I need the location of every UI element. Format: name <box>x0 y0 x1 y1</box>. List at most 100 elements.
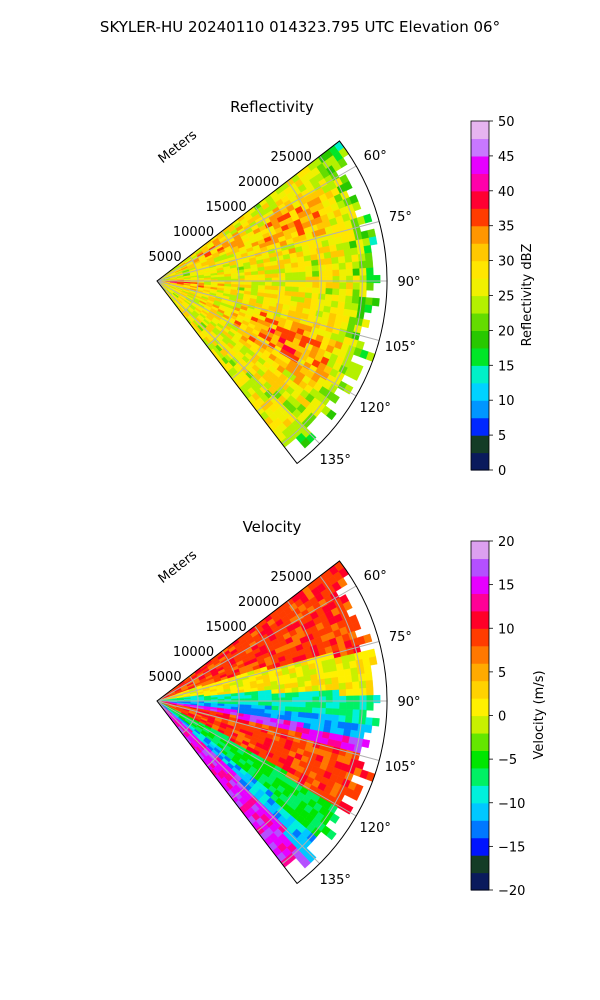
field-cell <box>350 247 359 256</box>
field-cell <box>366 702 374 711</box>
colorbar-segment <box>471 645 489 656</box>
colorbar-tick-label: 10 <box>498 394 515 409</box>
field-cell <box>351 621 362 632</box>
field-cell <box>344 675 353 684</box>
field-cell <box>311 679 319 687</box>
field-cell <box>365 297 374 306</box>
field-cell <box>244 275 252 279</box>
colorbar-segment <box>471 199 489 209</box>
field-cell <box>305 282 313 288</box>
colorbar-segment <box>471 802 489 813</box>
field-cell <box>357 673 366 682</box>
field-cell <box>338 682 347 691</box>
field-cell <box>325 282 334 289</box>
field-cell <box>298 691 306 698</box>
field-cell <box>356 246 366 255</box>
field-cell <box>361 738 371 749</box>
colorbar-tick-label: 10 <box>498 622 515 637</box>
field-cell <box>332 696 340 703</box>
field-cell <box>324 257 333 266</box>
field-cell <box>303 675 312 682</box>
range-tick-label: 20000 <box>238 175 279 190</box>
colorbar-segment <box>471 286 489 297</box>
colorbar-segment <box>471 408 489 419</box>
field-cell <box>271 689 279 695</box>
colorbar-segment <box>471 295 489 305</box>
field-cell <box>337 577 348 589</box>
colorbar-segment <box>471 602 489 612</box>
field-cell <box>311 712 320 720</box>
azimuth-tick-label: 60° <box>364 569 387 584</box>
field-cell <box>350 370 361 381</box>
colorbar-segment <box>471 558 489 568</box>
colorbar-segment <box>471 190 489 201</box>
field-cell <box>336 249 346 258</box>
range-tick-label: 20000 <box>238 595 279 610</box>
field-cell <box>284 706 293 712</box>
colorbar-segment <box>471 671 489 682</box>
field-cell <box>332 288 340 296</box>
field-cell <box>311 265 320 272</box>
azimuth-gridline <box>156 585 357 702</box>
colorbar-segment <box>471 234 489 244</box>
field-cell <box>298 271 306 278</box>
colorbar-tick-label: 25 <box>498 290 515 305</box>
colorbar-segment <box>471 260 489 270</box>
range-tick-label: 15000 <box>205 620 246 635</box>
field-cell <box>284 263 292 269</box>
field-cell <box>298 276 307 283</box>
field-cell <box>343 384 354 395</box>
field-cell <box>339 695 347 703</box>
field-cell <box>318 293 326 301</box>
colorbar-segment <box>471 593 489 603</box>
field-cell <box>352 688 361 697</box>
azimuth-tick-label: 105° <box>385 760 416 775</box>
field-cell <box>305 271 313 278</box>
colorbar-segment <box>471 549 489 560</box>
field-cell <box>351 674 360 683</box>
field-cell <box>339 282 347 290</box>
colorbar-tick-label: 20 <box>498 535 515 550</box>
field-cell <box>303 255 312 262</box>
field-cell <box>364 252 373 262</box>
field-cell <box>326 409 337 421</box>
field-cell <box>325 690 334 697</box>
field-cell <box>284 683 292 689</box>
field-cell <box>329 813 340 824</box>
field-cell <box>285 272 293 278</box>
field-cell <box>337 157 348 169</box>
colorbar-segment <box>471 304 489 314</box>
field-cell <box>345 289 354 297</box>
field-cell <box>305 287 313 294</box>
azimuth-tick-label: 120° <box>360 821 391 836</box>
velocity-colorbar-label: Velocity (m/s) <box>532 670 547 759</box>
colorbar-tick-label: 0 <box>498 464 506 479</box>
range-ring <box>206 230 240 347</box>
colorbar-segment <box>471 759 489 769</box>
colorbar-segment <box>471 654 489 664</box>
azimuth-gridline <box>156 165 357 282</box>
colorbar-segment <box>471 164 489 174</box>
field-cell <box>351 716 360 725</box>
field-cell <box>210 697 219 700</box>
colorbar-tick-label: 15 <box>498 359 515 374</box>
colorbar-segment <box>471 243 489 253</box>
field-cell <box>297 711 306 719</box>
range-tick-label: 10000 <box>173 645 214 660</box>
field-cell <box>244 271 252 276</box>
field-cell <box>357 723 366 733</box>
colorbar-tick-label: 30 <box>498 255 515 270</box>
field-cell <box>271 693 279 699</box>
field-cell <box>332 269 340 277</box>
field-cell <box>363 245 372 254</box>
colorbar-segment <box>471 794 489 804</box>
colorbar-segment <box>471 619 489 629</box>
field-cell <box>291 692 300 698</box>
colorbar-segment <box>471 872 489 882</box>
field-cell <box>358 296 367 305</box>
field-cell <box>330 300 339 309</box>
colorbar-segment <box>471 208 489 218</box>
colorbar-segment <box>471 663 489 673</box>
field-cell <box>271 273 279 279</box>
colorbar-segment <box>471 628 489 638</box>
